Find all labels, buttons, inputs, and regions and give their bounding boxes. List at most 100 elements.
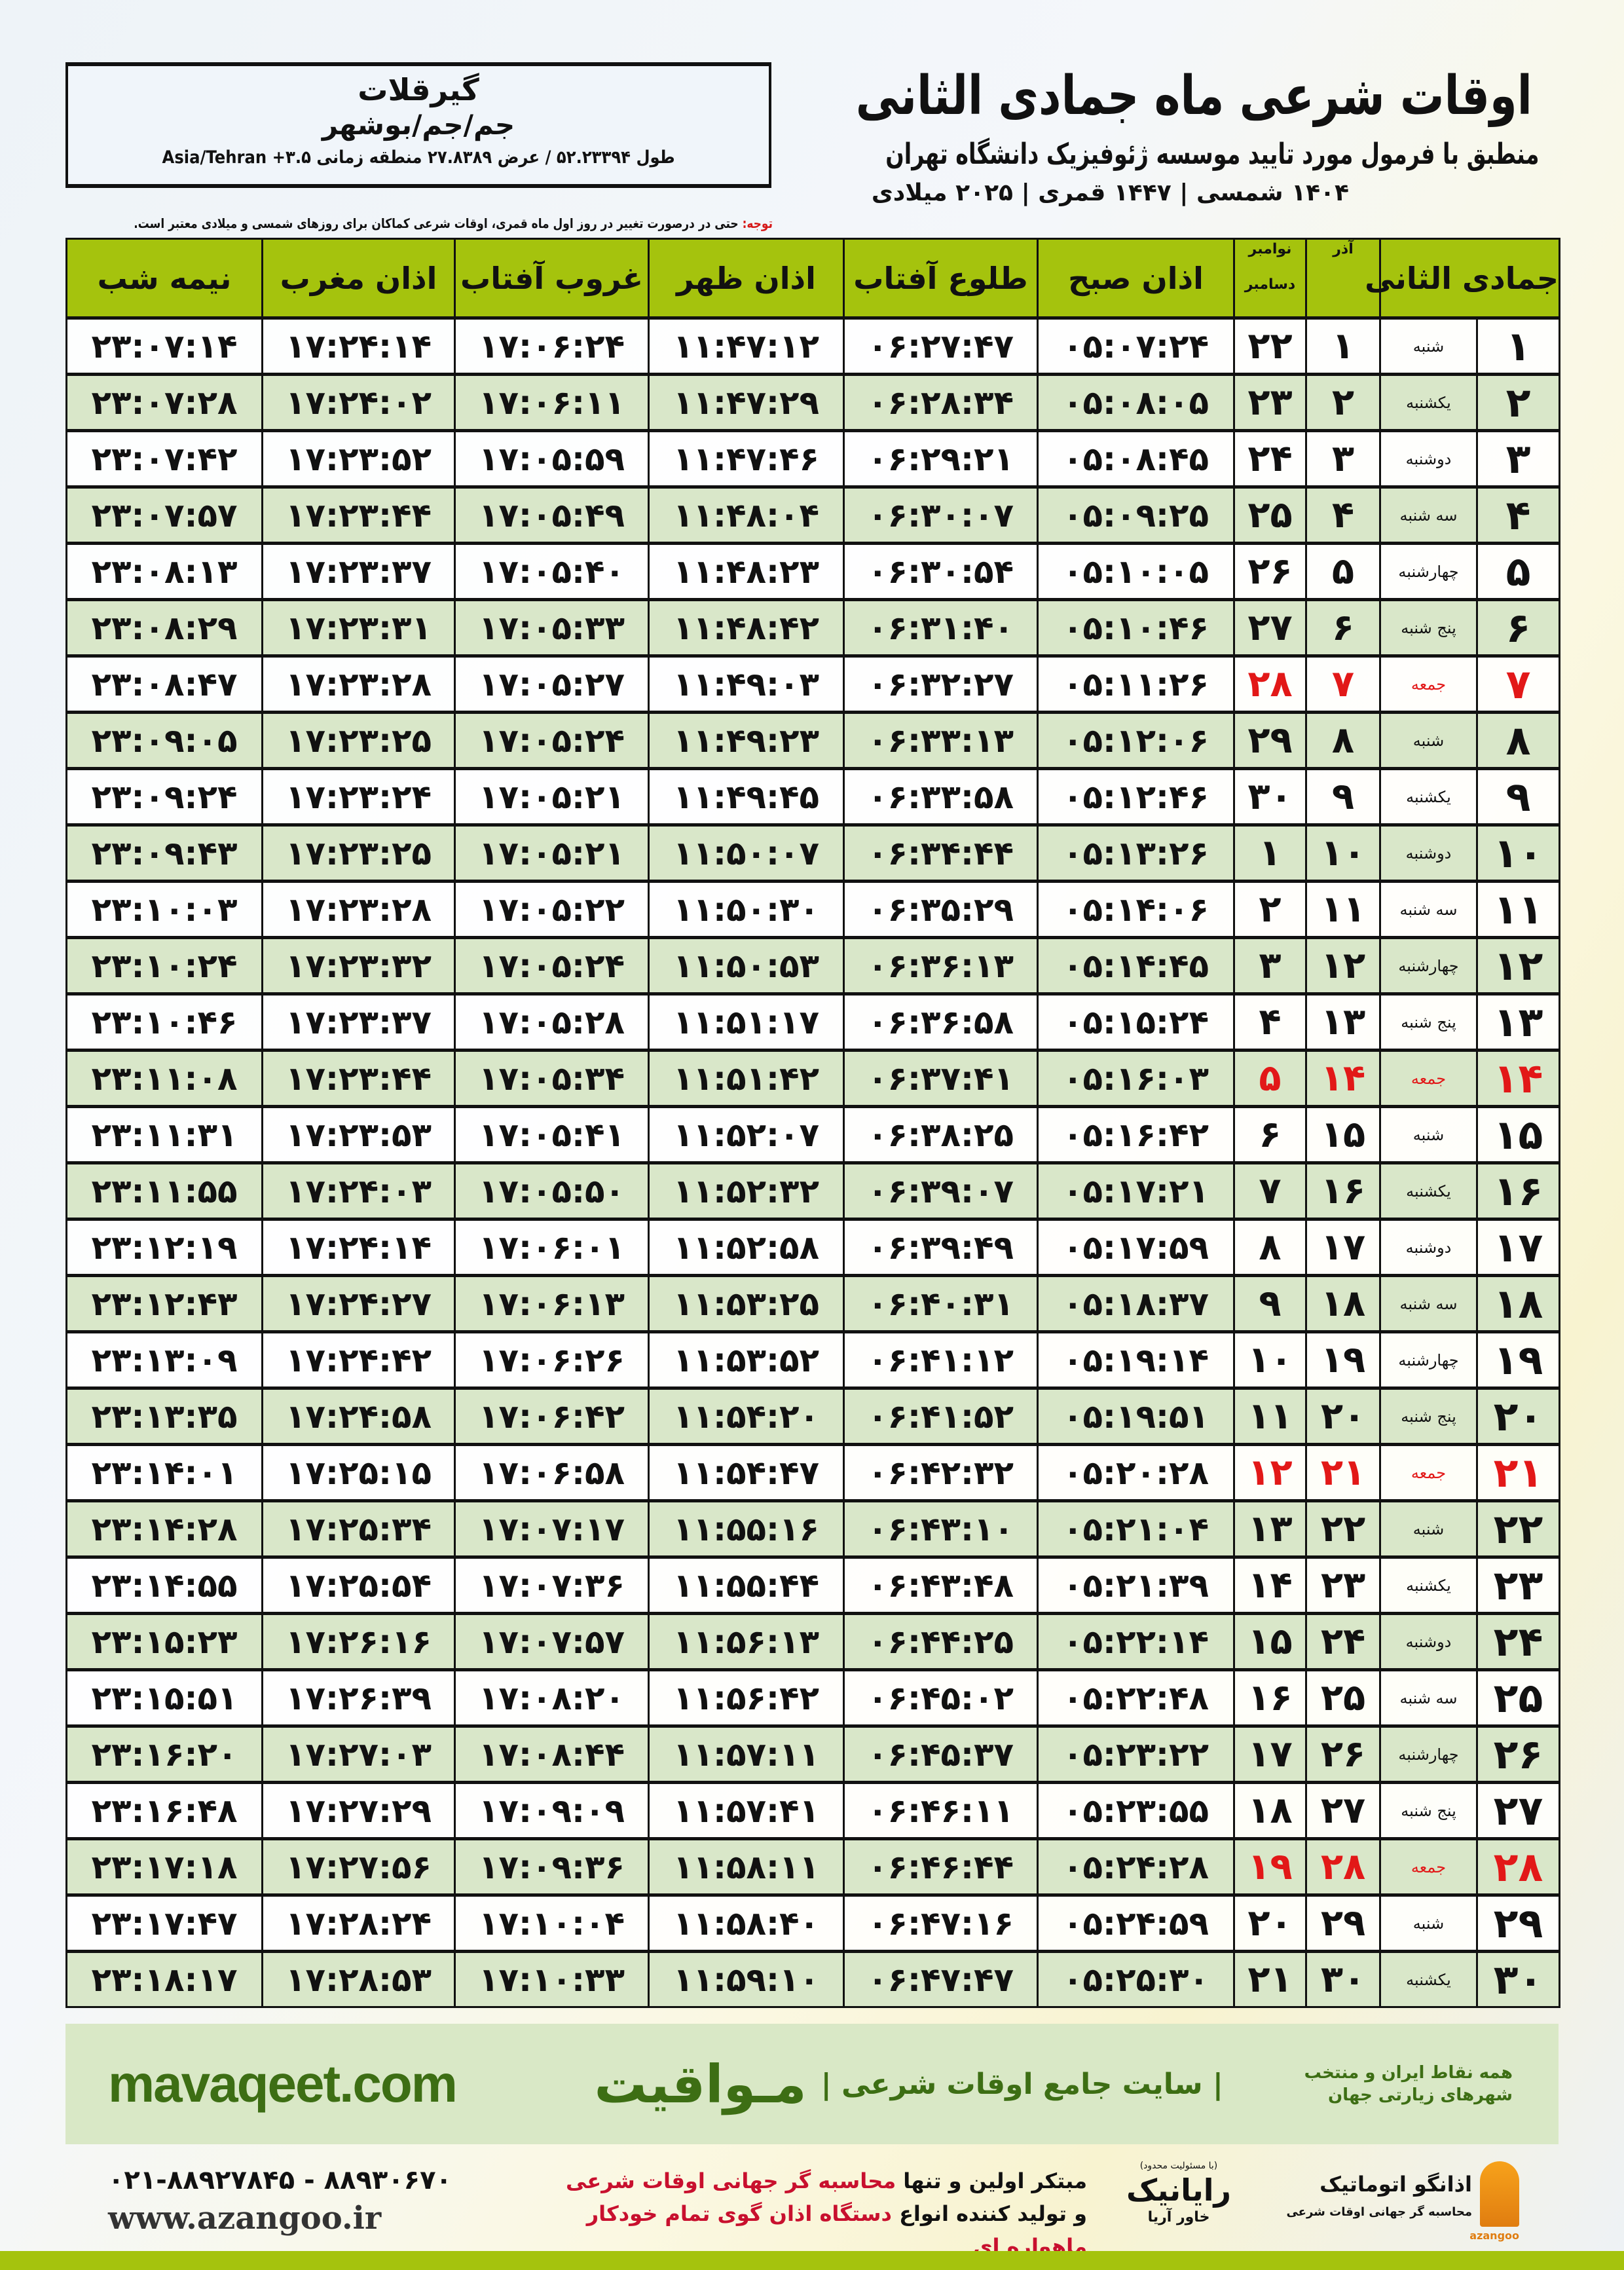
cell-gregorian-day: ۲۰	[1233, 1893, 1307, 1952]
table-row: ۱۷ دوشنبه ۱۷ ۸ ۰۵:۱۷:۵۹ ۰۶:۳۹:۴۹ ۱۱:۵۲:۵۸ ۱۷:۰۶…	[65, 1218, 1561, 1276]
cell-nime: ۲۳:۱۶:۴۸	[65, 1781, 263, 1840]
cell-ghorub: ۱۷:۰۹:۰۹	[454, 1781, 650, 1840]
cell-tolu: ۰۶:۴۰:۳۱	[843, 1274, 1039, 1333]
cell-zohr: ۱۱:۵۳:۲۵	[648, 1274, 845, 1333]
cell-hijri-day: ۱۰	[1476, 823, 1561, 882]
cell-sobh: ۰۵:۲۲:۴۸	[1037, 1668, 1235, 1727]
mavaqeet-link[interactable]: mavaqeet.com	[108, 2055, 458, 2113]
cell-sobh: ۰۵:۱۳:۲۶	[1037, 823, 1235, 882]
cell-zohr: ۱۱:۴۸:۲۳	[648, 542, 845, 601]
azangoo-name: اذانگو اتوماتیک	[1320, 2172, 1472, 2197]
cell-nime: ۲۳:۰۷:۱۴	[65, 316, 263, 375]
cell-sobh: ۰۵:۰۷:۲۴	[1037, 316, 1235, 375]
cell-gregorian-day: ۱۱	[1233, 1386, 1307, 1445]
cell-tolu: ۰۶:۳۳:۵۸	[843, 767, 1039, 826]
cell-maghreb: ۱۷:۲۳:۴۴	[261, 485, 456, 544]
table-header: جمادی الثانی آذر نوامبر دسامبر اذان صبح …	[65, 238, 1561, 319]
cell-ghorub: ۱۷:۰۵:۴۰	[454, 542, 650, 601]
col-nime: نیمه شب	[65, 238, 263, 319]
cell-tolu: ۰۶:۴۶:۴۴	[843, 1837, 1039, 1896]
cell-weekday: پنج شنبه	[1378, 1781, 1479, 1840]
cell-nime: ۲۳:۱۶:۲۰	[65, 1724, 263, 1783]
cell-azar-day: ۱۴	[1305, 1049, 1381, 1107]
cell-sobh: ۰۵:۱۵:۲۴	[1037, 992, 1235, 1051]
cell-weekday: دوشنبه	[1378, 823, 1479, 882]
cell-ghorub: ۱۷:۰۶:۰۱	[454, 1218, 650, 1276]
cell-zohr: ۱۱:۵۵:۱۶	[648, 1499, 845, 1558]
cell-maghreb: ۱۷:۲۷:۰۳	[261, 1724, 456, 1783]
cell-hijri-day: ۲۳	[1476, 1555, 1561, 1614]
cell-gregorian-day: ۱۹	[1233, 1837, 1307, 1896]
cell-nime: ۲۳:۱۲:۴۳	[65, 1274, 263, 1333]
cell-tolu: ۰۶:۳۰:۰۷	[843, 485, 1039, 544]
year-line: ۱۴۰۴ شمسی | ۱۴۴۷ قمری | ۲۰۲۵ میلادی	[871, 179, 1349, 206]
cell-ghorub: ۱۷:۰۵:۲۴	[454, 711, 650, 770]
table-row: ۲۷ پنج شنبه ۲۷ ۱۸ ۰۵:۲۳:۵۵ ۰۶:۴۶:۱۱ ۱۱:۵۷:۴۱ ۱۷…	[65, 1781, 1561, 1840]
cell-nime: ۲۳:۱۷:۴۷	[65, 1893, 263, 1952]
cell-tolu: ۰۶:۳۳:۱۳	[843, 711, 1039, 770]
cell-zohr: ۱۱:۴۷:۴۶	[648, 429, 845, 488]
cell-nime: ۲۳:۰۷:۵۷	[65, 485, 263, 544]
cell-hijri-day: ۲	[1476, 373, 1561, 432]
cell-weekday: یکشنبه	[1378, 1161, 1479, 1220]
cell-hijri-day: ۴	[1476, 485, 1561, 544]
cell-tolu: ۰۶:۴۵:۰۲	[843, 1668, 1039, 1727]
cell-sobh: ۰۵:۲۳:۵۵	[1037, 1781, 1235, 1840]
table-row: ۳ دوشنبه ۳ ۲۴ ۰۵:۰۸:۴۵ ۰۶:۲۹:۲۱ ۱۱:۴۷:۴۶ ۱۷:۰۵:…	[65, 429, 1561, 488]
cell-weekday: چهارشنبه	[1378, 936, 1479, 995]
cell-tolu: ۰۶:۳۶:۵۸	[843, 992, 1039, 1051]
cell-azar-day: ۲۳	[1305, 1555, 1381, 1614]
cell-gregorian-day: ۸	[1233, 1218, 1307, 1276]
cell-azar-day: ۳	[1305, 429, 1381, 488]
col-zohr: اذان ظهر	[648, 238, 845, 319]
cell-sobh: ۰۵:۱۰:۰۵	[1037, 542, 1235, 601]
cell-zohr: ۱۱:۴۷:۱۲	[648, 316, 845, 375]
cell-weekday: چهارشنبه	[1378, 1330, 1479, 1389]
table-row: ۲۸ جمعه ۲۸ ۱۹ ۰۵:۲۴:۲۸ ۰۶:۴۶:۴۴ ۱۱:۵۸:۱۱ ۱۷:۰۹:…	[65, 1837, 1561, 1896]
table-row: ۸ شنبه ۸ ۲۹ ۰۵:۱۲:۰۶ ۰۶:۳۳:۱۳ ۱۱:۴۹:۲۳ ۱۷:۰۵:۲۴…	[65, 711, 1561, 770]
cell-tolu: ۰۶:۴۱:۵۲	[843, 1386, 1039, 1445]
cell-nime: ۲۳:۱۰:۴۶	[65, 992, 263, 1051]
cell-weekday: دوشنبه	[1378, 1218, 1479, 1276]
cell-zohr: ۱۱:۴۷:۲۹	[648, 373, 845, 432]
cell-weekday: یکشنبه	[1378, 1950, 1479, 2008]
cell-azar-day: ۲۵	[1305, 1668, 1381, 1727]
cell-ghorub: ۱۷:۰۷:۵۷	[454, 1612, 650, 1671]
table-row: ۲۰ پنج شنبه ۲۰ ۱۱ ۰۵:۱۹:۵۱ ۰۶:۴۱:۵۲ ۱۱:۵۴:۲۰ ۱۷…	[65, 1386, 1561, 1445]
cell-maghreb: ۱۷:۲۳:۲۵	[261, 711, 456, 770]
mavaqeet-desc: | سایت جامع اوقات شرعی |	[821, 2067, 1223, 2101]
cell-gregorian-day: ۴	[1233, 992, 1307, 1051]
cell-zohr: ۱۱:۵۸:۴۰	[648, 1893, 845, 1952]
cell-hijri-day: ۱۵	[1476, 1105, 1561, 1164]
cell-gregorian-day: ۲۴	[1233, 429, 1307, 488]
cell-maghreb: ۱۷:۲۳:۳۷	[261, 542, 456, 601]
cell-nime: ۲۳:۰۸:۲۹	[65, 598, 263, 657]
cell-nime: ۲۳:۰۷:۴۲	[65, 429, 263, 488]
cell-zohr: ۱۱:۵۳:۵۲	[648, 1330, 845, 1389]
cell-sobh: ۰۵:۱۸:۳۷	[1037, 1274, 1235, 1333]
cell-gregorian-day: ۲۵	[1233, 485, 1307, 544]
cell-azar-day: ۲۹	[1305, 1893, 1381, 1952]
prayer-times-table: جمادی الثانی آذر نوامبر دسامبر اذان صبح …	[65, 238, 1561, 2008]
cell-ghorub: ۱۷:۰۹:۳۶	[454, 1837, 650, 1896]
azangoo-link[interactable]: www.azangoo.ir	[108, 2200, 382, 2237]
cell-maghreb: ۱۷:۲۸:۵۳	[261, 1950, 456, 2008]
cell-maghreb: ۱۷:۲۳:۲۸	[261, 880, 456, 939]
cell-hijri-day: ۲۱	[1476, 1443, 1561, 1502]
cell-zohr: ۱۱:۵۵:۴۴	[648, 1555, 845, 1614]
cell-ghorub: ۱۷:۰۶:۲۶	[454, 1330, 650, 1389]
cell-azar-day: ۲۱	[1305, 1443, 1381, 1502]
cell-nime: ۲۳:۱۰:۲۴	[65, 936, 263, 995]
cell-maghreb: ۱۷:۲۴:۲۷	[261, 1274, 456, 1333]
col-gregorian: نوامبر دسامبر	[1233, 238, 1307, 319]
table-row: ۲۹ شنبه ۲۹ ۲۰ ۰۵:۲۴:۵۹ ۰۶:۴۷:۱۶ ۱۱:۵۸:۴۰ ۱۷:۱۰:…	[65, 1893, 1561, 1952]
cell-gregorian-day: ۱۰	[1233, 1330, 1307, 1389]
cell-ghorub: ۱۷:۰۷:۳۶	[454, 1555, 650, 1614]
cell-nime: ۲۳:۰۹:۲۴	[65, 767, 263, 826]
cell-zohr: ۱۱:۵۰:۵۳	[648, 936, 845, 995]
cell-maghreb: ۱۷:۲۳:۳۲	[261, 936, 456, 995]
cell-azar-day: ۲۴	[1305, 1612, 1381, 1671]
table-row: ۳۰ یکشنبه ۳۰ ۲۱ ۰۵:۲۵:۳۰ ۰۶:۴۷:۴۷ ۱۱:۵۹:۱۰ ۱۷:۱…	[65, 1950, 1561, 2008]
cell-tolu: ۰۶:۴۳:۱۰	[843, 1499, 1039, 1558]
cell-azar-day: ۴	[1305, 485, 1381, 544]
